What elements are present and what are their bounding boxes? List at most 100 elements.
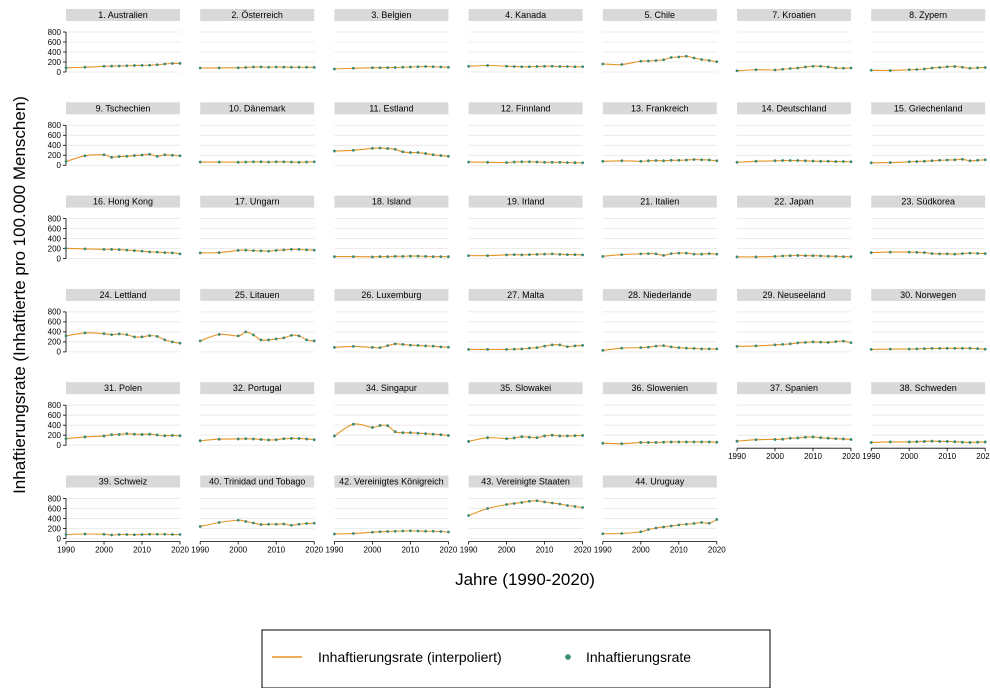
data-point	[163, 62, 167, 66]
data-point	[953, 252, 957, 256]
data-point	[467, 440, 470, 443]
data-point	[669, 56, 673, 59]
data-point	[178, 62, 182, 65]
y-tick-label: 400	[48, 48, 62, 57]
data-point	[707, 347, 711, 351]
panel-strip	[602, 102, 717, 115]
data-point	[639, 252, 643, 256]
data-point	[550, 433, 554, 437]
data-point	[953, 346, 957, 350]
panel-strip	[468, 288, 583, 301]
data-point	[647, 345, 650, 349]
data-point	[83, 247, 87, 251]
data-point	[819, 436, 822, 440]
panel-title: 16. Hong Kong	[93, 197, 153, 207]
data-point	[378, 66, 382, 70]
data-point	[467, 160, 470, 164]
panel: 40. Trinidad und Tobago 1990 2000 2010 2020	[191, 475, 324, 555]
data-point	[543, 500, 546, 504]
data-point	[505, 348, 508, 351]
data-point	[938, 158, 941, 162]
data-point	[700, 521, 703, 524]
data-point	[401, 529, 405, 533]
panel: 13. Frankreich	[601, 102, 719, 166]
data-point	[968, 66, 972, 70]
data-point	[849, 438, 853, 441]
data-point	[83, 65, 87, 69]
y-tick-label: 800	[48, 214, 62, 223]
data-point	[140, 433, 144, 436]
data-point	[424, 254, 427, 258]
data-point	[620, 442, 624, 446]
data-point	[566, 434, 569, 438]
panel-strip	[737, 102, 851, 115]
data-point	[581, 161, 584, 165]
data-point	[788, 159, 792, 162]
data-point	[244, 330, 248, 334]
data-point	[117, 248, 121, 252]
data-point	[297, 334, 301, 338]
data-point	[953, 65, 957, 68]
data-point	[961, 440, 964, 444]
panel-title: 9. Tschechien	[96, 103, 151, 113]
series-line-interpolated	[468, 161, 583, 164]
data-point	[133, 335, 136, 339]
panel-strip	[871, 102, 986, 115]
data-point	[274, 438, 278, 442]
data-point	[647, 528, 650, 531]
data-point	[505, 64, 508, 68]
data-point	[976, 440, 979, 444]
data-point	[654, 344, 658, 348]
data-point	[620, 63, 624, 66]
data-point	[163, 532, 167, 536]
data-point	[907, 68, 911, 72]
data-point	[601, 349, 605, 352]
x-tick-label: 2010	[133, 546, 151, 555]
data-point	[811, 254, 815, 258]
data-point	[386, 255, 389, 258]
data-point	[486, 507, 489, 510]
data-point	[773, 438, 777, 441]
panel-title: 15. Griechenland	[894, 103, 963, 113]
legend: Inhaftierungsrate (interpoliert) Inhafti…	[261, 629, 771, 688]
data-point	[535, 65, 539, 68]
panel: 28. Niederlande	[601, 288, 719, 353]
x-tick-label: 2010	[267, 546, 285, 555]
x-tick-label: 2020	[574, 546, 592, 555]
panel-strip	[871, 382, 986, 395]
data-point	[125, 248, 129, 252]
data-point	[244, 160, 248, 164]
data-point	[647, 159, 650, 163]
panel-strip	[200, 475, 315, 488]
data-point	[543, 252, 546, 256]
panel-strip	[66, 102, 180, 115]
data-point	[528, 160, 531, 164]
data-point	[692, 158, 696, 161]
data-point	[486, 436, 489, 440]
data-point	[171, 434, 174, 437]
panel-title: 1. Australien	[98, 10, 148, 20]
data-point	[252, 521, 255, 525]
data-point	[938, 440, 941, 443]
data-point	[938, 252, 941, 256]
data-point	[849, 160, 853, 164]
panel-strip	[602, 9, 717, 21]
y-tick-label: 200	[48, 151, 62, 160]
panel: 29. Neuseeland	[735, 288, 853, 353]
data-point	[773, 68, 777, 72]
data-point	[352, 66, 355, 70]
series-line-interpolated	[468, 344, 583, 350]
data-point	[573, 344, 577, 348]
panel-strip	[737, 382, 851, 395]
data-point	[512, 436, 516, 440]
data-point	[297, 247, 301, 251]
data-point	[692, 522, 696, 525]
data-point	[467, 514, 470, 517]
y-tick-label: 800	[48, 121, 62, 130]
data-point	[155, 433, 159, 437]
data-point	[834, 437, 838, 441]
data-point	[282, 160, 286, 164]
